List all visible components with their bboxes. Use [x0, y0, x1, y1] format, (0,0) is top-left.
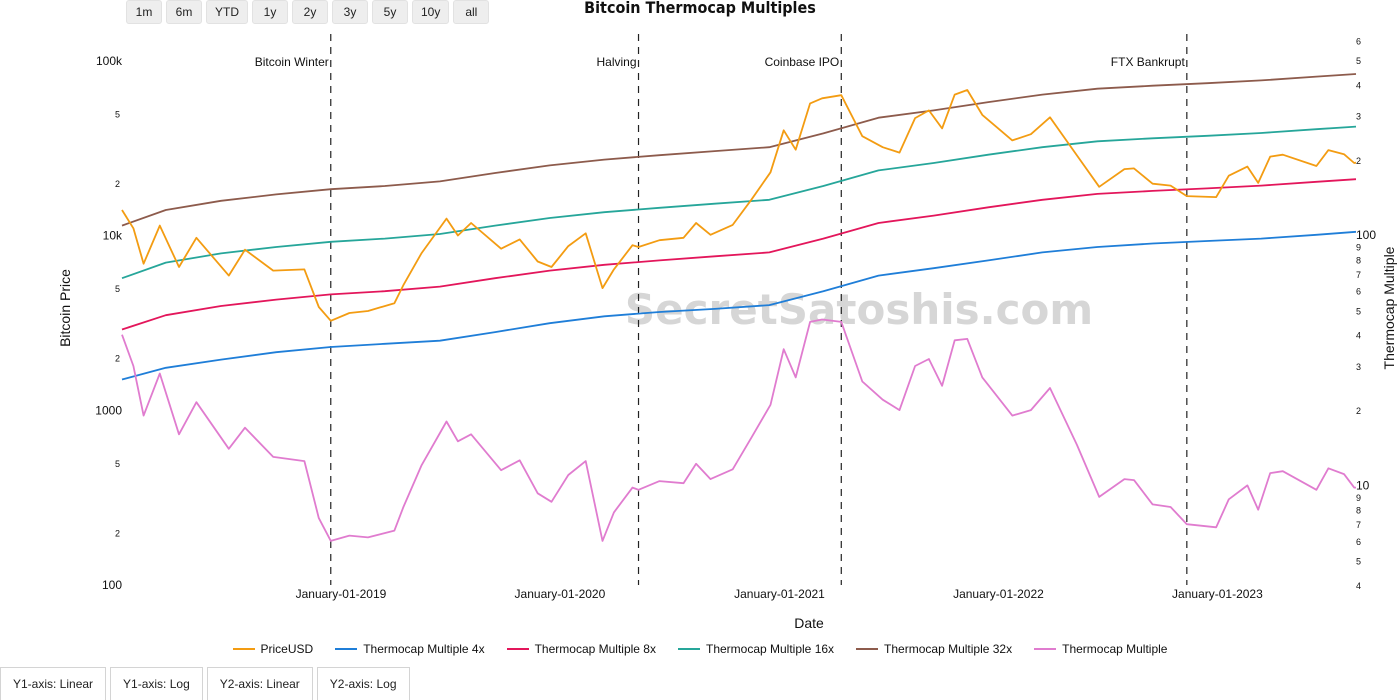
y2-tick-label-17: 7 — [1356, 520, 1361, 530]
range-button-2y[interactable]: 2y — [292, 0, 328, 24]
y2-tick-label-15: 9 — [1356, 493, 1361, 503]
x-tick-label-3: January-01-2022 — [953, 587, 1044, 601]
y1-axis-log-button[interactable]: Y1-axis: Log — [110, 667, 203, 700]
y2-tick-label-7: 8 — [1356, 255, 1361, 265]
y2-tick-label-2: 4 — [1356, 80, 1361, 90]
y2-tick-label-13: 2 — [1356, 406, 1361, 416]
chart-title: Bitcoin Thermocap Multiples — [584, 0, 816, 17]
y2-tick-label-20: 4 — [1356, 581, 1361, 591]
series-line-thermocap-multiple-16x — [121, 125, 1357, 280]
event-label-2: Coinbase IPO — [765, 55, 840, 69]
y1-tick-label-0: 100k — [96, 54, 123, 68]
range-button-6m[interactable]: 6m — [166, 0, 202, 24]
range-button-5y[interactable]: 5y — [372, 0, 408, 24]
y2-tick-label-19: 5 — [1356, 557, 1361, 567]
y1-tick-label-8: 2 — [115, 528, 120, 538]
event-label-3: FTX Bankrupt — [1111, 55, 1186, 69]
y1-tick-label-6: 1000 — [95, 403, 122, 417]
legend-item-4[interactable]: Thermocap Multiple 32x — [856, 642, 1012, 656]
y1-axis-title: Bitcoin Price — [57, 269, 73, 347]
range-button-1y[interactable]: 1y — [252, 0, 288, 24]
y2-tick-label-9: 6 — [1356, 287, 1361, 297]
legend-label-4: Thermocap Multiple 32x — [884, 642, 1013, 656]
series-line-thermocap-multiple-32x — [121, 73, 1357, 227]
legend-label-1: Thermocap Multiple 4x — [363, 642, 485, 656]
event-label-0: Bitcoin Winter — [255, 55, 329, 69]
y2-tick-label-6: 9 — [1356, 243, 1361, 253]
legend-swatch-2 — [506, 648, 529, 650]
y2-tick-label-0: 6 — [1356, 36, 1361, 46]
y2-tick-label-16: 8 — [1356, 506, 1361, 516]
axis-scale-buttons: Y1-axis: Linear Y1-axis: Log Y2-axis: Li… — [0, 667, 410, 700]
y1-tick-label-7: 5 — [115, 459, 120, 469]
range-button-all[interactable]: all — [453, 0, 490, 24]
range-button-3y[interactable]: 3y — [332, 0, 368, 24]
x-tick-label-0: January-01-2019 — [296, 587, 387, 601]
legend-swatch-1 — [335, 648, 358, 650]
y1-tick-label-4: 5 — [115, 284, 120, 294]
legend-item-0[interactable]: PriceUSD — [232, 642, 314, 656]
y1-tick-label-2: 2 — [115, 179, 120, 189]
x-tick-label-4: January-01-2023 — [1172, 587, 1263, 601]
legend-label-0: PriceUSD — [260, 642, 314, 656]
y2-tick-label-10: 5 — [1356, 306, 1361, 316]
range-button-ytd[interactable]: YTD — [206, 0, 248, 24]
series-line-priceusd — [121, 89, 1357, 322]
legend-swatch-5 — [1034, 648, 1057, 650]
legend-item-3[interactable]: Thermocap Multiple 16x — [677, 642, 835, 656]
series-line-thermocap-multiple-4x — [121, 230, 1357, 381]
y2-tick-label-14: 10 — [1356, 478, 1370, 492]
y2-tick-label-3: 3 — [1356, 112, 1361, 122]
legend-item-1[interactable]: Thermocap Multiple 4x — [335, 642, 485, 656]
y2-tick-label-11: 4 — [1356, 331, 1361, 341]
y2-tick-label-18: 6 — [1356, 537, 1361, 547]
range-button-1m[interactable]: 1m — [126, 0, 162, 24]
legend-label-2: Thermocap Multiple 8x — [534, 642, 656, 656]
event-label-1: Halving — [596, 55, 636, 69]
legend-swatch-0 — [232, 648, 255, 650]
chart-legend: PriceUSD Thermocap Multiple 4x Thermocap M… — [0, 642, 1400, 656]
legend-swatch-4 — [856, 648, 879, 650]
y2-axis-title: Thermocap Multiple — [1381, 246, 1397, 369]
x-axis-title: Date — [794, 615, 824, 631]
y2-tick-label-8: 7 — [1356, 270, 1361, 280]
y2-tick-label-1: 5 — [1356, 56, 1361, 66]
x-tick-label-1: January-01-2020 — [515, 587, 606, 601]
y2-tick-label-12: 3 — [1356, 362, 1361, 372]
legend-label-3: Thermocap Multiple 16x — [705, 642, 835, 656]
y2-axis-linear-button[interactable]: Y2-axis: Linear — [206, 667, 313, 700]
series-line-thermocap-multiple — [121, 318, 1356, 542]
y2-axis-log-button[interactable]: Y2-axis: Log — [316, 667, 410, 700]
legend-label-5: Thermocap Multiple — [1062, 642, 1168, 656]
range-button-10y[interactable]: 10y — [412, 0, 450, 24]
legend-swatch-3 — [677, 648, 700, 650]
y1-tick-label-3: 10k — [103, 229, 123, 243]
y1-tick-label-9: 100 — [102, 578, 122, 592]
y2-tick-label-4: 2 — [1356, 156, 1361, 166]
y1-tick-label-1: 5 — [115, 109, 120, 119]
y1-tick-label-5: 2 — [115, 354, 120, 364]
range-selector: 1m 6m YTD 1y 2y 3y 5y 10y all — [126, 0, 490, 24]
series-line-thermocap-multiple-8x — [121, 178, 1357, 331]
chart-canvas[interactable]: SecretSatoshis.com100k5210k5210005210065… — [0, 0, 1400, 640]
y1-axis-linear-button[interactable]: Y1-axis: Linear — [0, 667, 107, 700]
y2-tick-label-5: 100 — [1356, 228, 1376, 242]
x-tick-label-2: January-01-2021 — [734, 587, 825, 601]
legend-item-5[interactable]: Thermocap Multiple — [1034, 642, 1167, 656]
legend-item-2[interactable]: Thermocap Multiple 8x — [506, 642, 656, 656]
